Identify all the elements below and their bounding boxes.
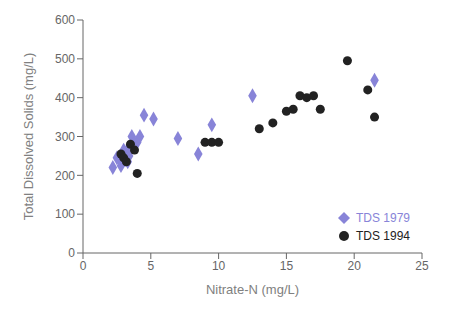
svg-text:200: 200: [55, 169, 75, 183]
svg-text:15: 15: [280, 259, 294, 273]
svg-text:5: 5: [147, 259, 154, 273]
svg-text:0: 0: [68, 246, 75, 260]
svg-text:400: 400: [55, 91, 75, 105]
html-text:TDS 1979: TDS 1979: [356, 211, 410, 225]
svg-text:0: 0: [80, 259, 87, 273]
svg-text:Total Dissolved Solids (mg/L): Total Dissolved Solids (mg/L): [21, 53, 36, 221]
svg-text:500: 500: [55, 52, 75, 66]
html-text:TDS 1994: TDS 1994: [356, 229, 410, 243]
svg-text:100: 100: [55, 207, 75, 221]
svg-text:10: 10: [212, 259, 226, 273]
svg-text:Nitrate-N (mg/L): Nitrate-N (mg/L): [206, 282, 299, 297]
svg-text:25: 25: [415, 259, 429, 273]
svg-text:300: 300: [55, 130, 75, 144]
svg-text:20: 20: [348, 259, 362, 273]
svg-text:600: 600: [55, 13, 75, 27]
